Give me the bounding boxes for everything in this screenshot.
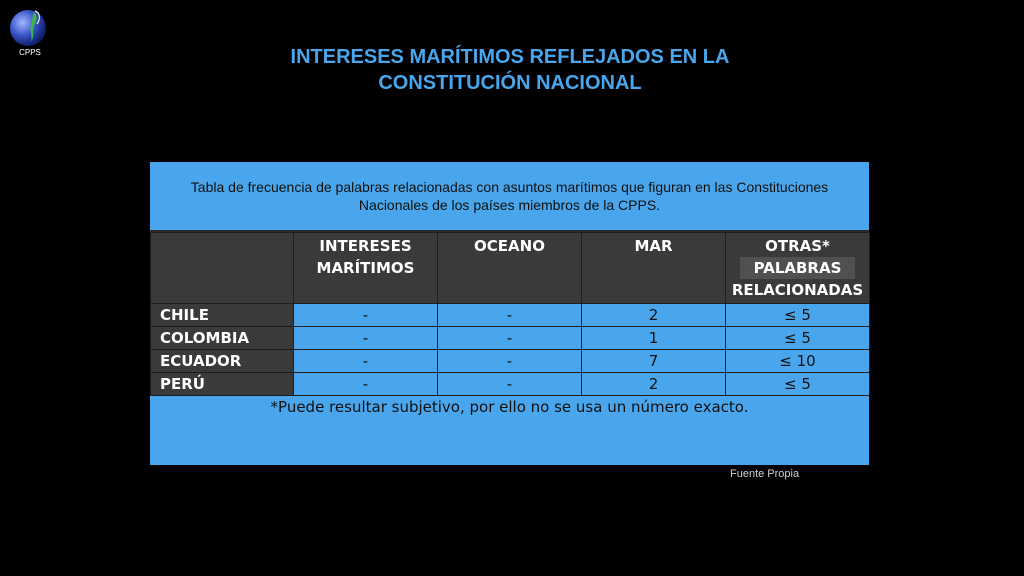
cell-otras: ≤ 10 xyxy=(725,349,870,373)
header-intereses-line1: INTERESES xyxy=(319,237,412,255)
cell-oceano: - xyxy=(437,372,582,396)
header-intereses-line2: MARÍTIMOS xyxy=(316,259,415,277)
header-intereses: INTERESES MARÍTIMOS xyxy=(293,232,438,304)
cell-oceano: - xyxy=(437,303,582,327)
cell-oceano: - xyxy=(437,326,582,350)
row-country: PERÚ xyxy=(150,372,294,396)
header-oceano: OCEANO xyxy=(437,232,582,304)
cell-otras: ≤ 5 xyxy=(725,326,870,350)
cell-mar: 7 xyxy=(581,349,726,373)
table-row: CHILE - - 2 ≤ 5 xyxy=(150,303,870,327)
table-row: COLOMBIA - - 1 ≤ 5 xyxy=(150,326,870,350)
header-mar: MAR xyxy=(581,232,726,304)
table-footnote: *Puede resultar subjetivo, por ello no s… xyxy=(270,398,749,416)
page-title: INTERESES MARÍTIMOS REFLEJADOS EN LA CON… xyxy=(0,44,1020,96)
cell-mar: 1 xyxy=(581,326,726,350)
cpps-logo: CPPS xyxy=(8,8,52,60)
cell-intereses: - xyxy=(293,372,438,396)
frequency-table: INTERESES MARÍTIMOS OCEANO MAR OTRAS* PA… xyxy=(150,232,870,396)
table-row: PERÚ - - 2 ≤ 5 xyxy=(150,372,870,396)
logo-text: CPPS xyxy=(19,48,41,57)
table-header-row: INTERESES MARÍTIMOS OCEANO MAR OTRAS* PA… xyxy=(150,232,870,304)
cell-intereses: - xyxy=(293,349,438,373)
cell-intereses: - xyxy=(293,303,438,327)
header-otras-line1: OTRAS* xyxy=(765,237,830,255)
title-line-1: INTERESES MARÍTIMOS REFLEJADOS EN LA xyxy=(290,46,730,68)
cell-otras: ≤ 5 xyxy=(725,303,870,327)
title-line-2: CONSTITUCIÓN NACIONAL xyxy=(378,72,642,94)
cell-oceano: - xyxy=(437,349,582,373)
table-row: ECUADOR - - 7 ≤ 10 xyxy=(150,349,870,373)
frequency-table-container: Tabla de frecuencia de palabras relacion… xyxy=(150,162,870,465)
cell-mar: 2 xyxy=(581,372,726,396)
header-otras-line3: RELACIONADAS xyxy=(731,281,864,299)
cell-mar: 2 xyxy=(581,303,726,327)
source-note: Fuente Propia xyxy=(730,468,800,480)
header-otras: OTRAS* PALABRAS RELACIONADAS xyxy=(725,232,870,304)
row-country: ECUADOR xyxy=(150,349,294,373)
table-caption: Tabla de frecuencia de palabras relacion… xyxy=(150,162,869,232)
cell-intereses: - xyxy=(293,326,438,350)
header-otras-line2: PALABRAS xyxy=(739,257,856,279)
globe-icon xyxy=(10,10,46,46)
header-corner xyxy=(150,232,294,304)
row-country: CHILE xyxy=(150,303,294,327)
cell-otras: ≤ 5 xyxy=(725,372,870,396)
row-country: COLOMBIA xyxy=(150,326,294,350)
